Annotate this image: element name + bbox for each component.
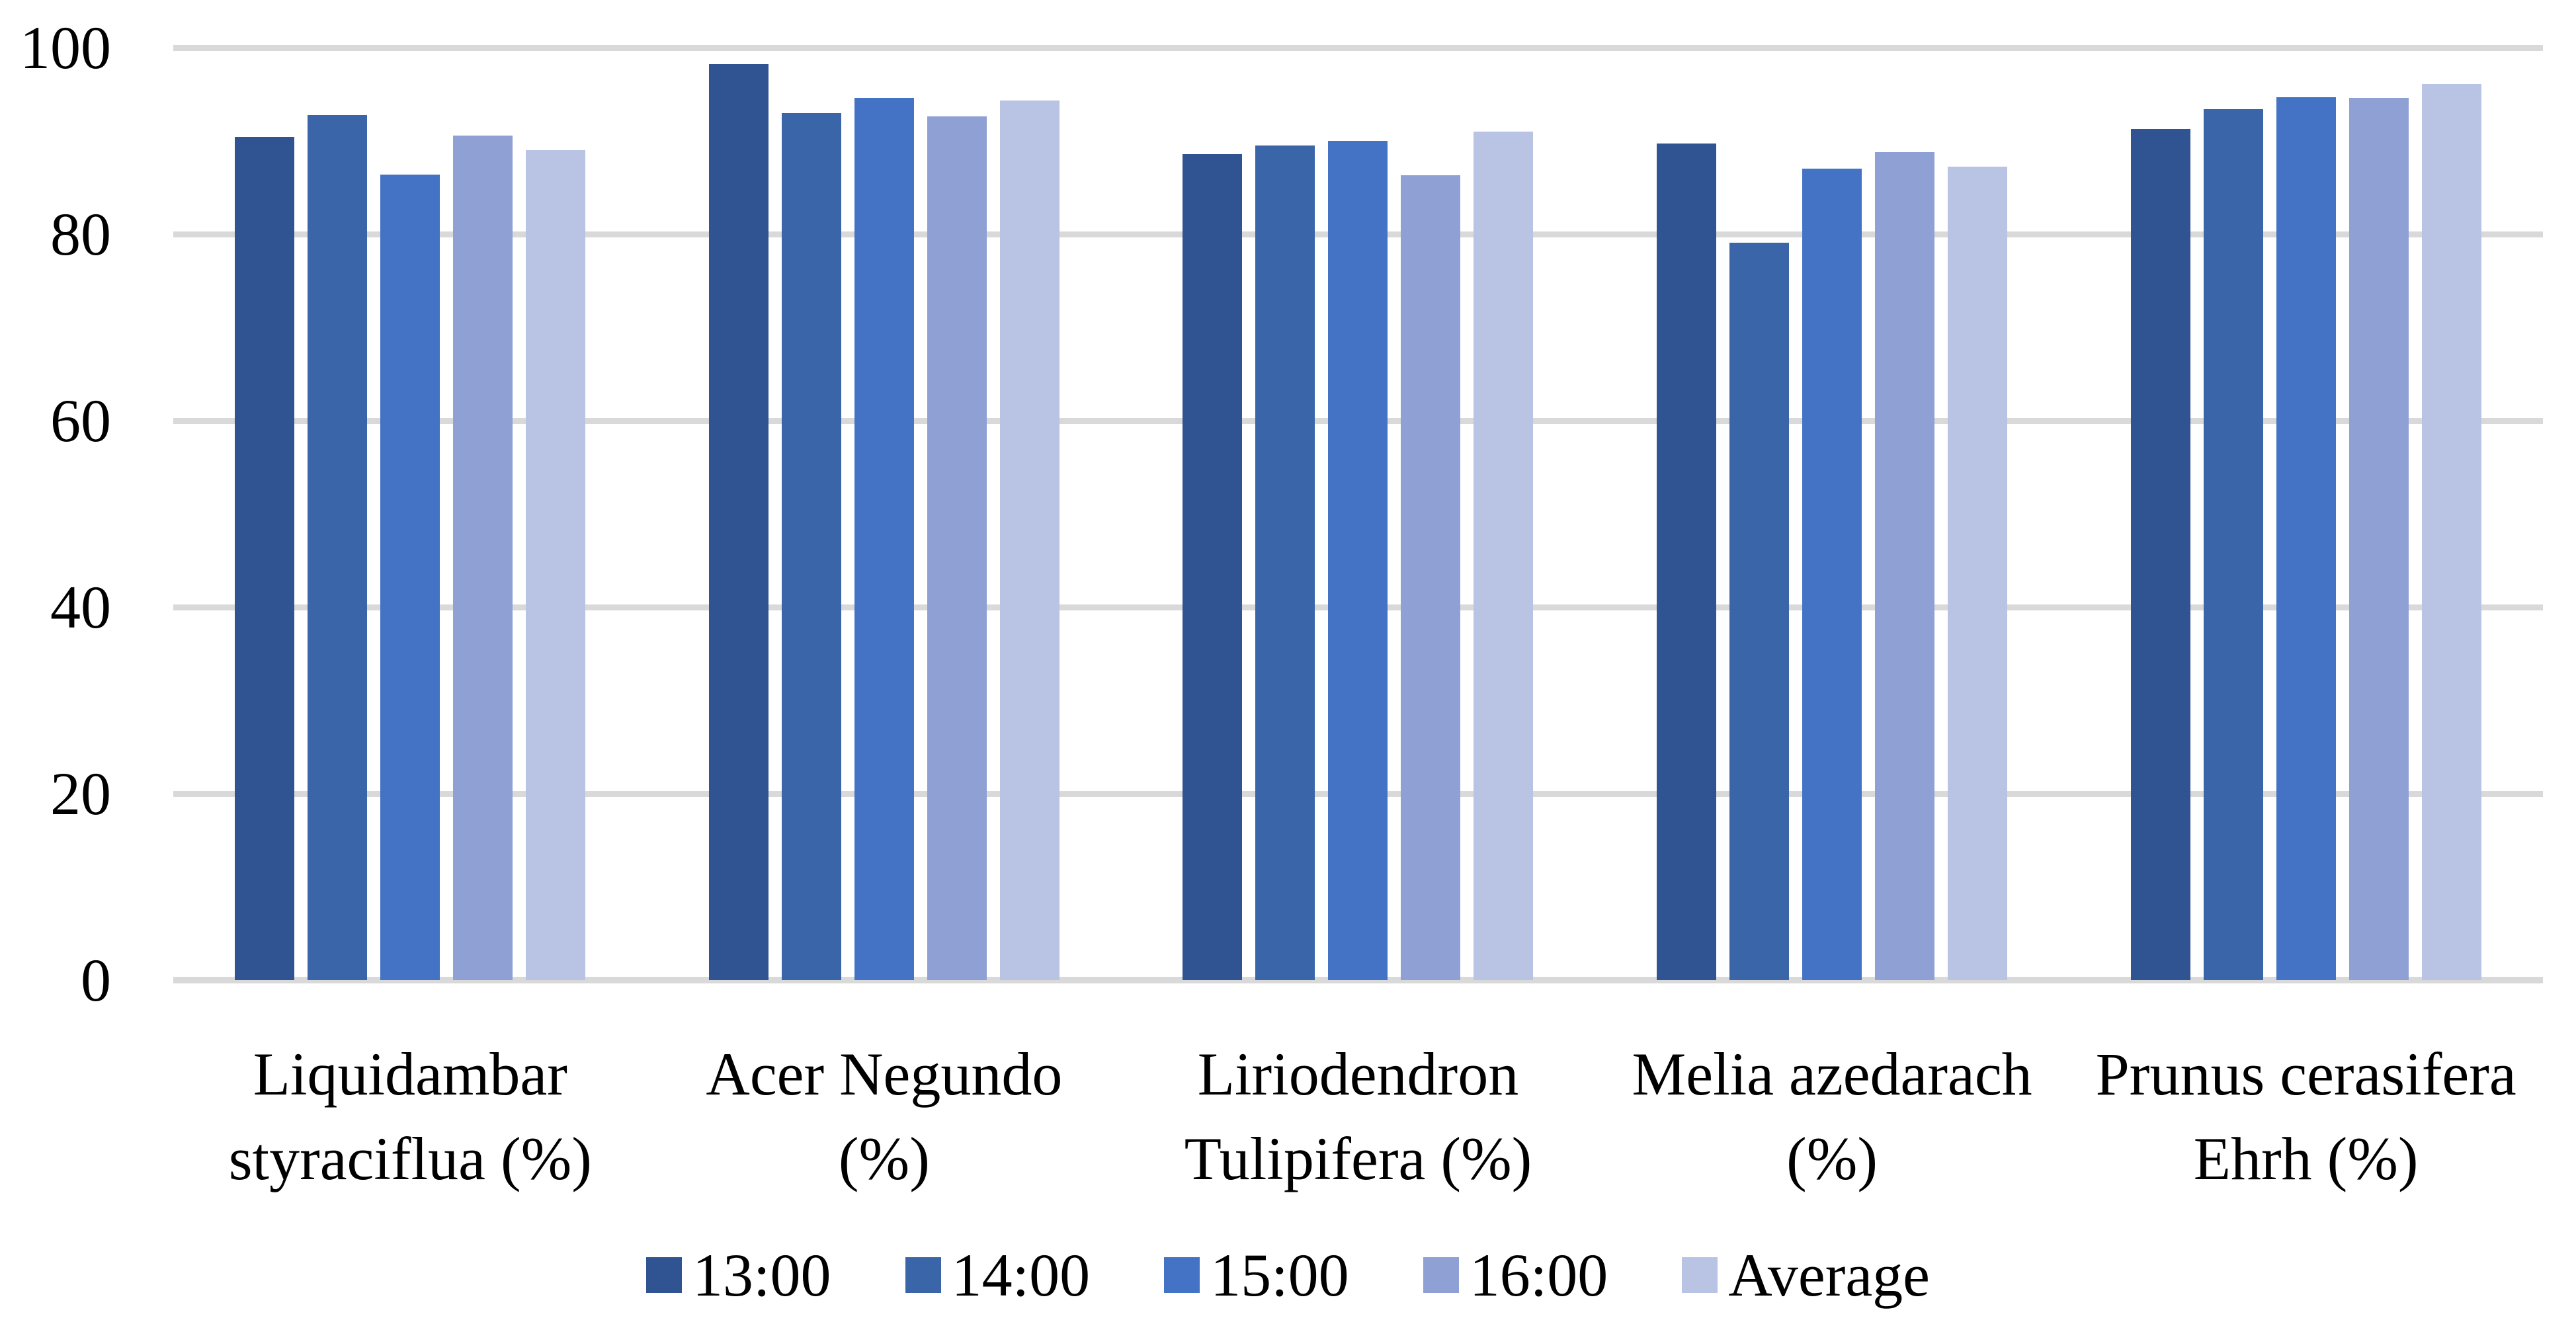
bar-1600-group4 (1875, 151, 1935, 980)
legend-label: 13:00 (692, 1241, 831, 1309)
legend-label: Average (1728, 1241, 1930, 1309)
bar-group-5 (2069, 48, 2543, 980)
y-tick-label-40: 40 (50, 573, 111, 641)
bar-1400-group3 (1255, 145, 1315, 980)
bar-1600-group5 (2348, 98, 2409, 980)
legend-item-Average: Average (1682, 1242, 1930, 1308)
legend-swatch-icon (646, 1257, 682, 1293)
bar-group-1 (173, 48, 647, 980)
bar-1600-group2 (927, 116, 987, 980)
bar-1500-group2 (854, 98, 914, 980)
bar-1400-group5 (2203, 109, 2263, 980)
bar-1400-group2 (781, 112, 841, 980)
category-label-2: Acer Negundo (%) (706, 1040, 1063, 1192)
bar-1500-group4 (1802, 169, 1862, 980)
legend-swatch-icon (1423, 1257, 1459, 1293)
y-tick-label-0: 0 (81, 946, 111, 1014)
bar-1400-group1 (308, 114, 368, 980)
y-tick-label-100: 100 (20, 14, 111, 81)
legend-item-1300: 13:00 (646, 1242, 831, 1308)
legend-item-1400: 14:00 (905, 1241, 1091, 1309)
gridline-0 (173, 977, 2543, 983)
bar-1400-group4 (1729, 242, 1790, 980)
bar-1500-group1 (380, 174, 440, 980)
gridline-100 (173, 44, 2543, 51)
bar-groups (173, 48, 2543, 980)
bar-1600-group3 (1401, 175, 1461, 980)
bar-group-2 (647, 48, 1122, 980)
category-label-3: Liriodendron Tulipifera (%) (1184, 1040, 1532, 1192)
bar-1300-group1 (235, 137, 295, 980)
bar-1600-group1 (453, 135, 513, 980)
bar-Average-group1 (526, 150, 586, 980)
plot-area (173, 44, 2543, 983)
bar-1500-group3 (1328, 141, 1388, 980)
legend: 13:00 14:00 15:00 16:00 Average (0, 1242, 2576, 1308)
bar-group-4 (1595, 48, 2069, 980)
bar-1300-group3 (1183, 153, 1243, 980)
y-tick-label-20: 20 (50, 760, 111, 827)
bar-Average-group2 (999, 101, 1059, 980)
bar-group-3 (1121, 48, 1595, 980)
bar-1300-group5 (2130, 128, 2190, 980)
legend-label: 16:00 (1469, 1241, 1608, 1309)
y-tick-label-80: 80 (50, 200, 111, 268)
legend-swatch-icon (1164, 1257, 1200, 1293)
x-axis-category-labels: Liquidambar styraciflua (%) Acer Negundo … (173, 1032, 2543, 1201)
bar-1300-group2 (708, 64, 769, 980)
legend-swatch-icon (1682, 1257, 1718, 1293)
legend-item-1500: 15:00 (1164, 1242, 1349, 1308)
category-label-5: Prunus cerasifera Ehrh (%) (2095, 1040, 2516, 1192)
legend-label: 14:00 (951, 1241, 1091, 1309)
legend-label: 15:00 (1210, 1241, 1349, 1309)
category-label-1: Liquidambar styraciflua (%) (228, 1040, 592, 1192)
bar-Average-group3 (1474, 131, 1534, 980)
bar-1500-group5 (2276, 97, 2336, 980)
legend-swatch-icon (905, 1257, 941, 1293)
bar-Average-group5 (2421, 84, 2481, 980)
bar-Average-group4 (1948, 167, 2008, 980)
y-tick-label-60: 60 (50, 387, 111, 454)
bar-1300-group4 (1657, 144, 1717, 980)
category-label-4: Melia azedarach (%) (1632, 1040, 2032, 1192)
legend-item-1600: 16:00 (1423, 1242, 1608, 1308)
